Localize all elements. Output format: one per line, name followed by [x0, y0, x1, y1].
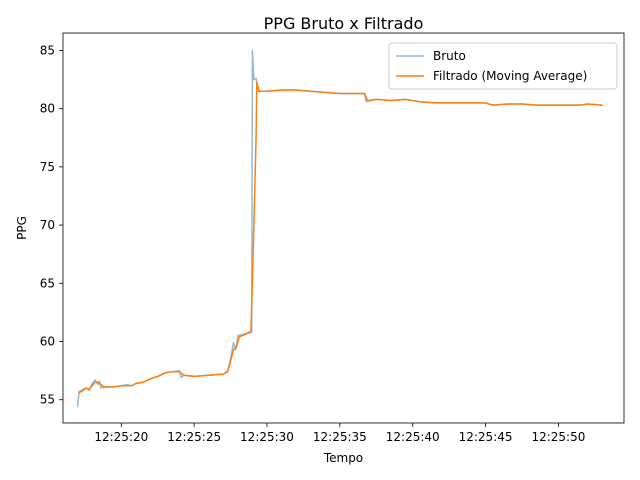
- axes-frame: [62, 32, 625, 424]
- chart-title: PPG Bruto x Filtrado: [264, 14, 424, 33]
- x-tick-label: 12:25:50: [531, 430, 585, 444]
- legend-label-filtrado: Filtrado (Moving Average): [433, 69, 587, 83]
- x-tick-label: 12:25:40: [386, 430, 440, 444]
- y-tick-label: 80: [40, 102, 55, 116]
- series-line-filtrado: [78, 81, 603, 394]
- plot-area: [62, 32, 625, 424]
- series-layer: [76, 49, 603, 408]
- y-tick-label: 60: [40, 335, 55, 349]
- y-tick-label: 65: [40, 276, 55, 290]
- x-tick-label: 12:25:30: [240, 430, 294, 444]
- y-tick-label: 70: [40, 218, 55, 232]
- legend-box: [388, 42, 618, 90]
- legend-label-bruto: Bruto: [433, 49, 466, 63]
- x-axis-ticks: 12:25:20 12:25:25 12:25:30 12:25:35 12:25:40…: [94, 423, 585, 444]
- y-tick-label: 85: [40, 43, 55, 57]
- y-tick-label: 55: [40, 393, 55, 407]
- x-tick-label: 12:25:20: [94, 430, 148, 444]
- x-tick-label: 12:25:45: [459, 430, 513, 444]
- y-tick-label: 75: [40, 160, 55, 174]
- x-axis-label: Tempo: [323, 451, 363, 465]
- y-axis-ticks: 55 60 65 70 75 80 85: [40, 43, 63, 407]
- y-axis-label: PPG: [15, 216, 29, 240]
- x-tick-label: 12:25:35: [313, 430, 367, 444]
- x-tick-label: 12:25:25: [167, 430, 221, 444]
- legend: Bruto Filtrado (Moving Average): [388, 42, 618, 90]
